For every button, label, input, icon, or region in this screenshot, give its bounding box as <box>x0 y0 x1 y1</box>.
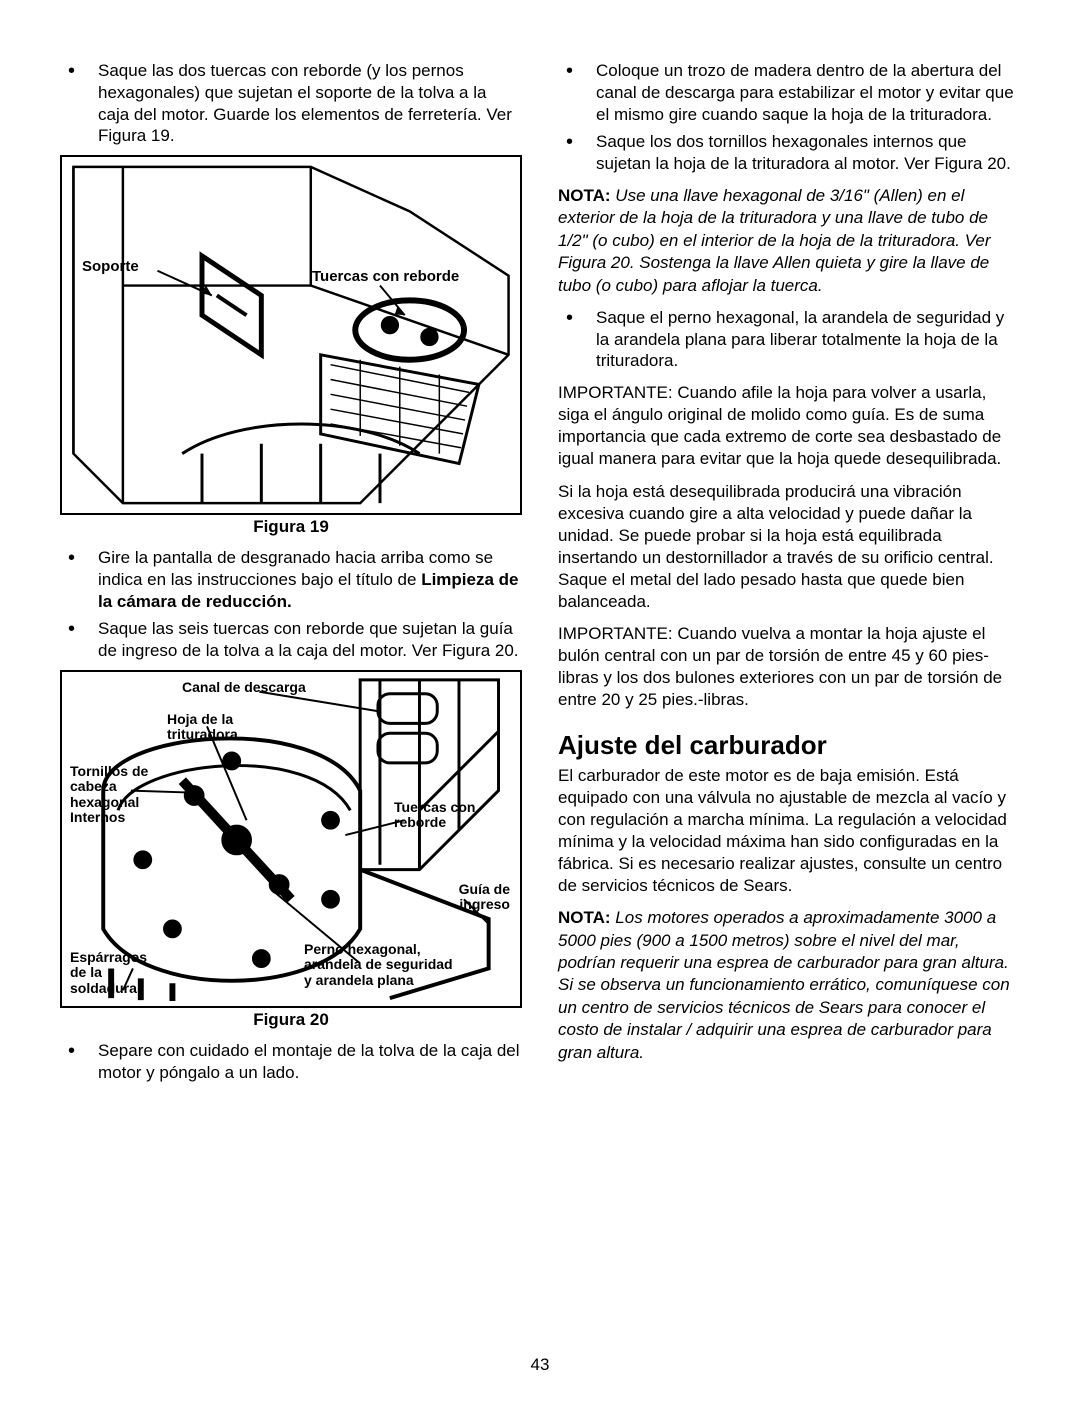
nota-label: NOTA: <box>558 186 611 205</box>
fig20-label-guia: Guía de ingreso <box>459 882 510 913</box>
fig20-label-tornillos: Tornillos de cabeza hexagonal Internos <box>70 764 148 826</box>
left-bullets-top: Saque las dos tuercas con reborde (y los… <box>60 60 522 147</box>
figure-19-box: Soporte Tuercas con reborde <box>60 155 522 515</box>
page-number: 43 <box>0 1355 1080 1375</box>
nota-2: NOTA: Los motores operados a aproximadam… <box>558 907 1020 1064</box>
figure-20-caption: Figura 20 <box>60 1010 522 1030</box>
left-bullets-mid: Gire la pantalla de desgranado hacia arr… <box>60 547 522 662</box>
page: Saque las dos tuercas con reborde (y los… <box>0 0 1080 1403</box>
right-bullets-top: Coloque un trozo de madera dentro de la … <box>558 60 1020 175</box>
bullet-item: Separe con cuidado el montaje de la tolv… <box>60 1040 522 1084</box>
figure-20-box: Canal de descarga Hoja de la trituradora… <box>60 670 522 1008</box>
figure-19-svg <box>62 157 520 513</box>
fig20-label-perno: Perno hexagonal, arandela de seguridad y… <box>304 942 453 988</box>
bullet-item: Saque las dos tuercas con reborde (y los… <box>60 60 522 147</box>
fig20-label-esparragos: Espárragos de la soldadura <box>70 950 147 996</box>
right-column: Coloque un trozo de madera dentro de la … <box>558 60 1020 1091</box>
fig20-label-hoja: Hoja de la trituradora <box>167 712 238 743</box>
nota-label: NOTA: <box>558 908 611 927</box>
fig20-label-tuercas: Tuercas con reborde <box>394 800 475 831</box>
balance-paragraph: Si la hoja está desequilibrada producirá… <box>558 481 1020 614</box>
bullet-item: Gire la pantalla de desgranado hacia arr… <box>60 547 522 612</box>
nota-text: Use una llave hexagonal de 3/16" (Allen)… <box>558 186 991 295</box>
bullet-text-pre: Saque las seis tuercas con reborde que s… <box>98 619 519 660</box>
two-column-layout: Saque las dos tuercas con reborde (y los… <box>60 60 1020 1091</box>
bullet-item: Coloque un trozo de madera dentro de la … <box>558 60 1020 125</box>
section-title-carburador: Ajuste del carburador <box>558 730 1020 761</box>
left-column: Saque las dos tuercas con reborde (y los… <box>60 60 522 1091</box>
left-bullets-bottom: Separe con cuidado el montaje de la tolv… <box>60 1040 522 1084</box>
importante-2: IMPORTANTE: Cuando vuelva a montar la ho… <box>558 623 1020 711</box>
fig19-label-soporte: Soporte <box>82 259 139 276</box>
fig19-label-tuercas: Tuercas con reborde <box>312 269 459 286</box>
right-bullets-mid: Saque el perno hexagonal, la arandela de… <box>558 307 1020 372</box>
figure-19-caption: Figura 19 <box>60 517 522 537</box>
nota-text: Los motores operados a aproximadamente 3… <box>558 908 1010 1062</box>
carburador-paragraph: El carburador de este motor es de baja e… <box>558 765 1020 898</box>
bullet-item: Saque las seis tuercas con reborde que s… <box>60 618 522 662</box>
bullet-item: Saque el perno hexagonal, la arandela de… <box>558 307 1020 372</box>
importante-1: IMPORTANTE: Cuando afile la hoja para vo… <box>558 382 1020 470</box>
fig20-label-canal: Canal de descarga <box>182 680 306 695</box>
bullet-item: Saque los dos tornillos hexagonales inte… <box>558 131 1020 175</box>
nota-1: NOTA: Use una llave hexagonal de 3/16" (… <box>558 185 1020 297</box>
